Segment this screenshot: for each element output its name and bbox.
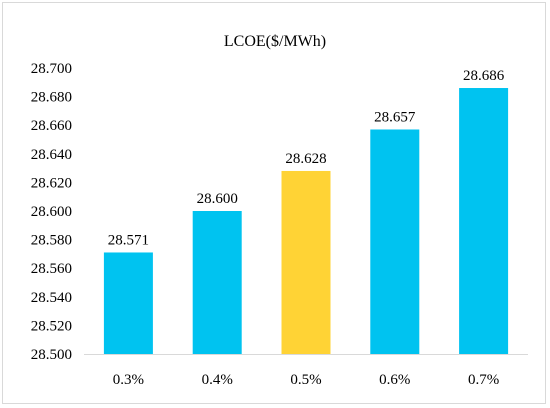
data-label: 28.571 (108, 232, 149, 248)
bar (459, 88, 509, 355)
x-category-label: 0.5% (290, 372, 321, 388)
x-category-label: 0.7% (468, 372, 499, 388)
x-category-label: 0.4% (202, 372, 233, 388)
bar (103, 252, 153, 354)
y-tick-label: 28.600 (31, 204, 72, 220)
y-tick-label: 28.680 (31, 90, 72, 106)
data-labels: 28.571 28.600 28.628 28.657 28.686 (108, 68, 505, 248)
chart-frame (2, 2, 546, 404)
y-axis-ticks: 28.500 28.520 28.540 28.560 28.580 28.600 28.6… (31, 61, 72, 363)
x-category-label: 0.6% (379, 372, 410, 388)
y-tick-label: 28.640 (31, 147, 72, 163)
y-tick-label: 28.500 (31, 347, 72, 363)
data-label: 28.657 (374, 109, 416, 125)
bars (103, 88, 509, 355)
x-category-label: 0.3% (113, 372, 144, 388)
y-tick-label: 28.520 (31, 318, 72, 334)
y-tick-label: 28.620 (31, 175, 72, 191)
bar (192, 211, 242, 354)
x-axis-categories: 0.3% 0.4% 0.5% 0.6% 0.7% (113, 372, 499, 388)
y-tick-label: 28.560 (31, 261, 72, 277)
data-label: 28.600 (197, 191, 238, 207)
data-label: 28.686 (463, 68, 505, 84)
y-tick-label: 28.660 (31, 118, 72, 134)
y-tick-label: 28.580 (31, 233, 72, 249)
y-tick-label: 28.540 (31, 290, 72, 306)
data-label: 28.628 (285, 151, 326, 167)
bar (281, 170, 331, 354)
y-tick-label: 28.700 (31, 61, 72, 77)
bar (370, 129, 420, 354)
chart-title: LCOE($/MWh) (224, 33, 326, 50)
